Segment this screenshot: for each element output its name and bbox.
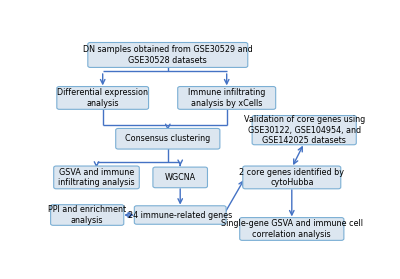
FancyBboxPatch shape	[240, 218, 344, 240]
Text: Differential expression
analysis: Differential expression analysis	[57, 88, 148, 108]
Text: Validation of core genes using
GSE30122, GSE104954, and
GSE142025 datasets: Validation of core genes using GSE30122,…	[244, 115, 365, 145]
Text: 24 immune-related genes: 24 immune-related genes	[128, 211, 232, 220]
Text: 2 core genes identified by
cytoHubba: 2 core genes identified by cytoHubba	[239, 168, 344, 187]
Text: GSVA and immune
infiltrating analysis: GSVA and immune infiltrating analysis	[58, 168, 135, 187]
FancyBboxPatch shape	[116, 128, 220, 149]
FancyBboxPatch shape	[153, 167, 208, 188]
FancyBboxPatch shape	[134, 206, 226, 224]
Text: PPI and enrichment
analysis: PPI and enrichment analysis	[48, 205, 126, 225]
FancyBboxPatch shape	[57, 86, 148, 109]
FancyBboxPatch shape	[252, 116, 356, 145]
FancyBboxPatch shape	[54, 166, 139, 189]
Text: Consensus clustering: Consensus clustering	[125, 134, 210, 143]
FancyBboxPatch shape	[178, 86, 276, 109]
Text: WGCNA: WGCNA	[165, 173, 196, 182]
Text: Single-gene GSVA and immune cell
correlation analysis: Single-gene GSVA and immune cell correla…	[221, 219, 363, 239]
FancyBboxPatch shape	[51, 205, 124, 225]
Text: DN samples obtained from GSE30529 and
GSE30528 datasets: DN samples obtained from GSE30529 and GS…	[83, 45, 253, 65]
Text: Immune infiltrating
analysis by xCells: Immune infiltrating analysis by xCells	[188, 88, 265, 108]
FancyBboxPatch shape	[243, 166, 341, 189]
FancyBboxPatch shape	[88, 42, 248, 68]
